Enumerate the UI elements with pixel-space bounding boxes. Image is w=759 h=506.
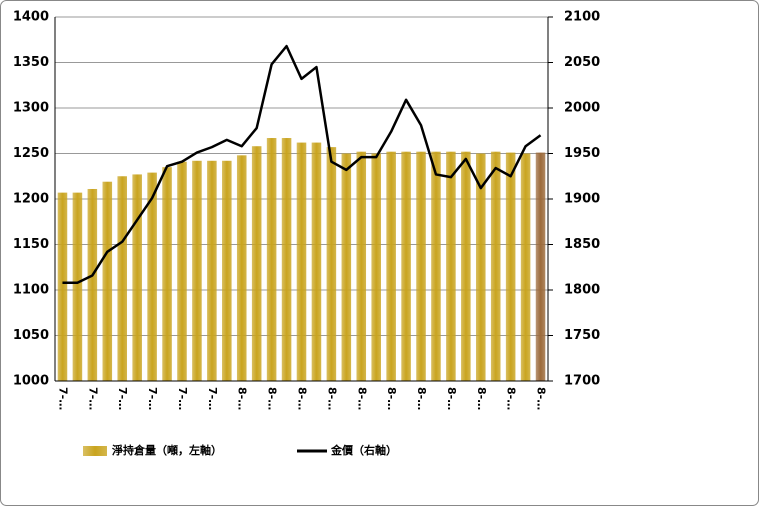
line [62, 44, 542, 284]
x-tick-label: 8-… [475, 387, 488, 410]
y2-tick-label: 2000 [564, 101, 600, 116]
bar [162, 167, 172, 381]
y2-tick-label: 2050 [564, 55, 600, 70]
bar [87, 188, 98, 381]
bar [461, 151, 471, 381]
bar [311, 142, 322, 381]
y2-tick-label: 2100 [564, 10, 600, 25]
bar [416, 151, 426, 381]
bar [296, 142, 307, 381]
legend-label: 金價（右軸） [330, 443, 397, 457]
bar [356, 151, 367, 381]
bar [251, 146, 262, 381]
y2-tick-label: 1900 [564, 192, 600, 207]
bar [147, 172, 157, 381]
bar [446, 151, 456, 381]
bar [475, 153, 486, 381]
bar [222, 160, 232, 381]
bar [57, 192, 68, 381]
bar [341, 153, 352, 381]
x-tick-label: 7-… [86, 387, 99, 410]
x-tick-label: 8-… [505, 387, 518, 410]
x-tick-label: 8-… [385, 387, 398, 410]
x-tick-label: 8-… [355, 387, 368, 410]
y2-tick-label: 1800 [564, 283, 600, 298]
legend-swatch [83, 446, 107, 456]
bar [386, 151, 396, 381]
bar [520, 153, 531, 381]
x-tick-label: 7-… [176, 387, 189, 410]
bar [431, 151, 441, 381]
y-tick-label: 1000 [13, 374, 49, 389]
y2-tick-label: 1700 [564, 374, 600, 389]
y-tick-label: 1200 [13, 192, 49, 207]
y2-tick-label: 1950 [564, 146, 600, 161]
y-tick-label: 1250 [13, 146, 49, 161]
y-tick-label: 1400 [13, 10, 49, 25]
bar [371, 153, 381, 381]
legend-label: 淨持倉量（噸，左軸） [112, 443, 222, 457]
y-tick-label: 1300 [13, 101, 49, 116]
bar [281, 138, 292, 381]
x-tick-label: 8-… [266, 387, 279, 410]
bar [505, 152, 516, 381]
x-tick-label: 8-… [415, 387, 428, 410]
x-tick-label: 8-… [535, 387, 548, 410]
bar [266, 138, 277, 381]
bar [177, 161, 187, 381]
y2-tick-label: 1850 [564, 237, 600, 252]
bar [535, 152, 546, 381]
x-tick-label: 7-… [116, 387, 129, 410]
y-tick-label: 1050 [13, 328, 49, 343]
y2-tick-label: 1750 [564, 328, 600, 343]
x-tick-label: 7-… [146, 387, 159, 410]
bar [192, 160, 202, 381]
bar [236, 155, 247, 381]
x-tick-label: 8-… [325, 387, 338, 410]
bar [207, 160, 217, 381]
bar [132, 174, 142, 381]
x-tick-label: 8-… [296, 387, 309, 410]
y-tick-label: 1150 [13, 237, 49, 252]
bar [72, 192, 83, 381]
bar [326, 147, 337, 381]
bar [490, 151, 501, 381]
x-tick-label: 7-… [206, 387, 219, 410]
y-tick-label: 1100 [13, 283, 49, 298]
x-tick-label: 7-… [56, 387, 69, 410]
bar [102, 181, 113, 381]
y-tick-label: 1350 [13, 55, 49, 70]
bar [117, 176, 128, 381]
x-tick-label: 8-… [445, 387, 458, 410]
bar [401, 151, 411, 381]
x-tick-label: 8-… [236, 387, 249, 410]
